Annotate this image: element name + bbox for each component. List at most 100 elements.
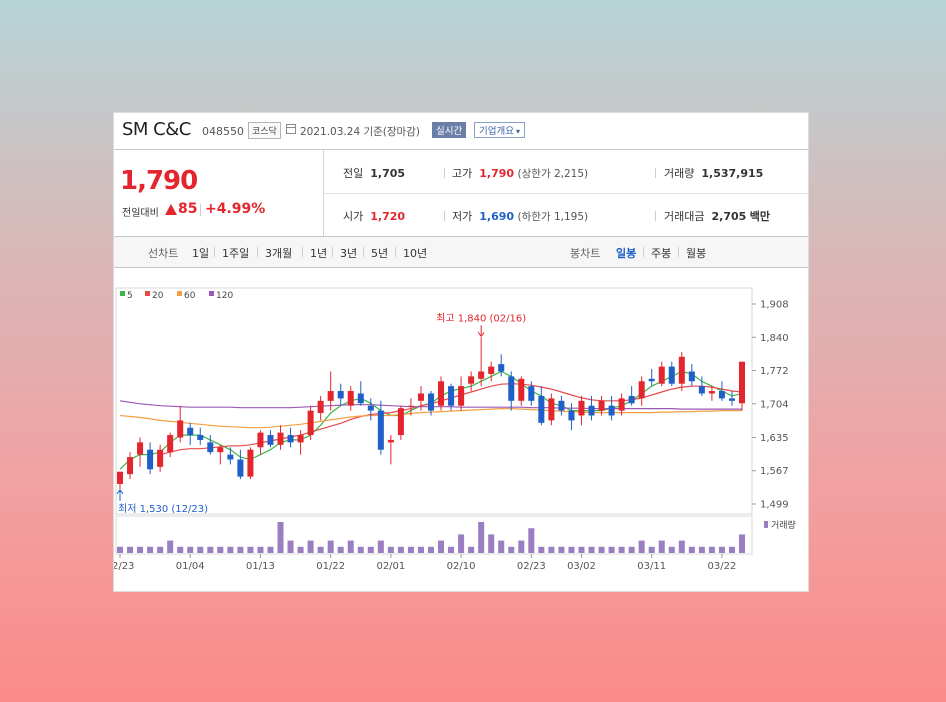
- candle-body: [337, 391, 344, 399]
- candle-body: [658, 366, 665, 384]
- tab-3month[interactable]: 3개월: [265, 247, 293, 260]
- volume-bar: [177, 546, 184, 553]
- candle-body: [137, 442, 144, 455]
- legend-label: 5: [127, 291, 133, 301]
- volume-bar: [187, 546, 194, 553]
- candle-body: [317, 400, 324, 414]
- trade-amount: 거래대금 2,705 백만: [664, 208, 770, 224]
- tab-daily[interactable]: 일봉: [616, 247, 637, 260]
- candle-body: [307, 410, 314, 436]
- volume-bar: [458, 534, 465, 553]
- volume-label: 거래량: [664, 167, 695, 180]
- candle-body: [538, 395, 545, 423]
- candlestick-chart: 1,908 1,840 1,772 1,704 1,635 1,567 1,499 5 20 60…: [114, 287, 796, 572]
- volume-bar: [658, 540, 665, 553]
- volume-bar: [207, 546, 214, 553]
- realtime-button[interactable]: 실시간: [432, 122, 467, 138]
- tab-1week[interactable]: 1주일: [222, 247, 250, 260]
- divider: [332, 247, 333, 257]
- candle-body: [397, 408, 404, 436]
- candle-body: [448, 386, 455, 406]
- volume-bar: [277, 522, 284, 553]
- volume-bar: [167, 540, 174, 553]
- divider: [200, 204, 201, 216]
- x-tick-label: 12/23: [114, 561, 134, 572]
- legend-label: 60: [184, 291, 196, 301]
- candle-body: [708, 391, 715, 394]
- volume-bar: [548, 546, 555, 553]
- volume-bar: [337, 546, 344, 553]
- prev-label: 전일: [343, 167, 364, 180]
- tab-1day[interactable]: 1일: [192, 247, 210, 260]
- candle-body: [458, 386, 465, 406]
- candle-body: [498, 364, 505, 372]
- reference-date: 2021.03.24 기준(장마감): [300, 126, 420, 138]
- candle-body: [197, 435, 204, 440]
- low-value: 1,690: [479, 210, 515, 223]
- legend-label: 20: [152, 291, 164, 301]
- candle-body: [548, 398, 555, 421]
- up-arrow-icon: [165, 204, 177, 215]
- tab-10year[interactable]: 10년: [403, 247, 428, 260]
- legend-swatch: [120, 291, 125, 296]
- candle-body: [267, 435, 274, 445]
- legend-swatch: [145, 291, 150, 296]
- candle-body: [377, 410, 384, 450]
- volume-bar: [397, 546, 404, 553]
- line-chart-label: 선차트: [148, 247, 179, 260]
- candle-body: [698, 386, 705, 394]
- company-info-button[interactable]: 기업개요 ▾: [474, 122, 525, 138]
- candle-body: [207, 442, 214, 453]
- candle-body: [738, 361, 746, 404]
- divider: [655, 211, 656, 221]
- stock-code: 048550: [202, 125, 244, 138]
- change-value: 85: [178, 201, 198, 217]
- open-label: 시가: [343, 210, 364, 223]
- volume-bar: [498, 540, 505, 553]
- legend-swatch: [177, 291, 182, 296]
- tab-monthly[interactable]: 월봉: [686, 247, 707, 260]
- volume-bar: [518, 540, 525, 553]
- candle-body: [147, 449, 154, 470]
- candle-body: [578, 400, 585, 416]
- change-percent: +4.99%: [205, 201, 266, 217]
- volume-bar: [448, 546, 455, 553]
- chevron-down-icon: ▾: [515, 127, 520, 136]
- tab-1year[interactable]: 1년: [310, 247, 328, 260]
- volume-bar: [728, 546, 735, 553]
- prev-close: 전일 1,705: [343, 165, 405, 181]
- y-tick-label: 1,499: [760, 500, 789, 511]
- volume-bar: [297, 546, 304, 553]
- candle-body: [387, 439, 394, 443]
- volume-bar: [438, 540, 445, 553]
- candle-body: [588, 405, 595, 416]
- high-annotation: 최고 1,840 (02/16): [436, 312, 526, 324]
- candle-body: [116, 471, 124, 484]
- low-label: 저가: [452, 210, 473, 223]
- candle-body: [678, 356, 685, 384]
- x-tick-label: 02/01: [376, 561, 405, 572]
- candle-body: [167, 435, 174, 453]
- y-tick-label: 1,908: [760, 300, 789, 311]
- candle-body: [558, 400, 565, 411]
- volume-bar: [127, 546, 134, 553]
- volume-bar: [217, 546, 224, 553]
- price-summary: 1,790 전일대비 85 +4.99% 전일 1,705 고가 1,790 (…: [114, 150, 808, 237]
- y-tick-label: 1,772: [760, 366, 789, 377]
- candle-body: [177, 420, 184, 438]
- candle-body: [518, 378, 525, 401]
- stock-name: SM C&C: [122, 119, 191, 140]
- divider: [395, 247, 396, 257]
- ma-line-5: [119, 370, 743, 470]
- tab-5year[interactable]: 5년: [371, 247, 389, 260]
- candle-body: [648, 378, 655, 382]
- volume: 거래량 1,537,915: [664, 165, 763, 181]
- tab-3year[interactable]: 3년: [340, 247, 358, 260]
- volume-bar: [648, 546, 655, 553]
- volume-bar: [367, 546, 374, 553]
- candle-body: [367, 405, 374, 411]
- candle-body: [528, 386, 535, 401]
- tab-weekly[interactable]: 주봉: [651, 247, 672, 260]
- divider: [257, 247, 258, 257]
- volume-bar: [678, 540, 685, 553]
